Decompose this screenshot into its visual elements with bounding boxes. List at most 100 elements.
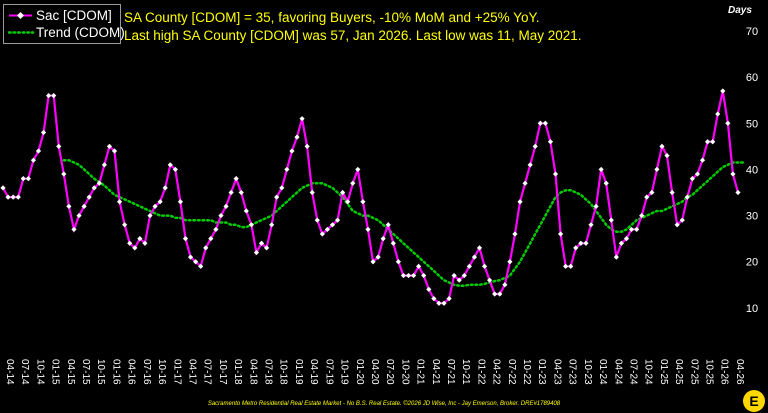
x-tick-label: 04-23: [551, 359, 562, 385]
x-tick-label: 01-25: [658, 359, 669, 385]
legend-label-sac: Sac [CDOM]: [36, 8, 112, 23]
sac-data-point: [314, 217, 320, 223]
x-tick-label: 10-15: [95, 359, 106, 385]
sac-data-point: [269, 222, 275, 228]
sac-data-point: [649, 189, 655, 196]
x-tick-label: 07-19: [323, 359, 334, 385]
sac-data-point: [720, 88, 726, 94]
x-tick-label: 04-25: [673, 359, 684, 385]
x-tick-label: 07-18: [263, 359, 274, 385]
sac-data-point: [416, 263, 422, 269]
sac-data-point: [588, 222, 594, 228]
sac-data-point: [375, 254, 381, 260]
sac-data-point: [730, 171, 736, 177]
sac-data-point: [147, 212, 153, 219]
sac-data-point: [532, 143, 538, 149]
sac-data-point: [715, 111, 721, 117]
sac-data-point: [466, 263, 472, 269]
sac-data-point: [395, 259, 401, 265]
x-tick-label: 04-18: [247, 359, 258, 385]
sac-data-point: [101, 162, 107, 168]
legend-label-trend: Trend (CDOM): [36, 25, 125, 40]
sac-data-point: [177, 199, 184, 205]
sac-data-point: [223, 203, 229, 209]
sac-data-point: [334, 217, 341, 223]
sac-data-point: [471, 254, 478, 260]
sac-data-point: [710, 139, 716, 145]
y-tick-label: 10: [746, 303, 758, 315]
sac-data-point: [547, 139, 554, 145]
x-tick-label: 07-16: [141, 359, 152, 385]
sac-data-point: [644, 194, 650, 200]
sac-data-point: [355, 166, 361, 173]
sac-data-point: [106, 143, 113, 149]
sac-data-point: [127, 240, 133, 246]
sac-data-point: [699, 157, 706, 163]
x-tick-label: 07-14: [19, 359, 30, 385]
sac-data-point: [132, 245, 138, 251]
sac-data-point: [279, 185, 285, 191]
sac-data-point: [345, 199, 351, 205]
x-tick-label: 10-18: [278, 359, 289, 385]
x-tick-label: 04-22: [491, 359, 502, 385]
x-tick-label: 01-17: [171, 359, 182, 385]
sac-data-point: [208, 236, 214, 242]
sac-data-point: [213, 226, 219, 233]
sac-data-point: [400, 272, 407, 279]
sac-data-point: [203, 245, 209, 251]
sac-data-point: [613, 254, 619, 260]
x-tick-label: 04-19: [308, 359, 319, 385]
x-tick-label: 10-20: [399, 359, 410, 385]
x-tick-label: 10-17: [217, 359, 228, 385]
y-tick-label: 70: [746, 26, 758, 38]
sac-data-point: [324, 226, 331, 233]
sac-data-point: [694, 171, 701, 177]
x-tick-label: 04-20: [369, 359, 380, 385]
x-tick-label: 07-23: [567, 359, 578, 385]
sac-data-point: [618, 240, 625, 246]
sac-data-point: [116, 199, 123, 205]
sac-data-point: [329, 222, 336, 228]
sac-data-point: [71, 226, 77, 233]
y-tick-label: 30: [746, 211, 758, 223]
sac-data-point: [218, 212, 224, 219]
sac-data-point: [421, 272, 427, 279]
sac-data-point: [233, 176, 239, 182]
sac-data-point: [537, 120, 543, 126]
sac-data-point: [679, 217, 685, 223]
sac-data-point: [512, 231, 518, 237]
sac-data-point: [654, 166, 660, 173]
sac-data-point: [360, 199, 366, 205]
x-tick-label: 07-22: [506, 359, 517, 385]
sac-data-point: [735, 189, 741, 196]
brand-logo-icon: E: [743, 390, 765, 412]
sac-data-point: [517, 199, 523, 205]
x-tick-label: 04-14: [4, 359, 15, 385]
sac-data-point: [274, 194, 280, 200]
sac-data-point: [10, 194, 16, 200]
x-tick-label: 01-22: [475, 359, 486, 385]
sac-data-point: [451, 272, 457, 279]
sac-data-point: [299, 116, 305, 122]
sac-data-point: [456, 277, 462, 283]
sac-data-point: [623, 236, 630, 242]
sac-data-point: [557, 231, 564, 237]
sac-data-point: [390, 240, 396, 246]
sac-data-point: [35, 148, 42, 154]
sac-data-point: [689, 176, 695, 182]
x-tick-label: 04-26: [734, 359, 745, 385]
sac-data-point: [142, 240, 148, 246]
x-tick-label: 10-24: [643, 359, 654, 385]
sac-data-point: [228, 189, 234, 196]
sac-data-point: [634, 226, 640, 233]
x-tick-label: 10-25: [704, 359, 715, 385]
x-tick-label: 01-24: [597, 359, 608, 385]
x-tick-label: 01-15: [50, 359, 61, 385]
legend-swatch-sac: [9, 12, 32, 19]
y-tick-label: 40: [746, 164, 758, 176]
sac-data-point: [289, 148, 295, 154]
sac-data-point: [461, 272, 467, 279]
sac-data-point: [669, 189, 675, 196]
x-tick-label: 01-20: [354, 359, 365, 385]
